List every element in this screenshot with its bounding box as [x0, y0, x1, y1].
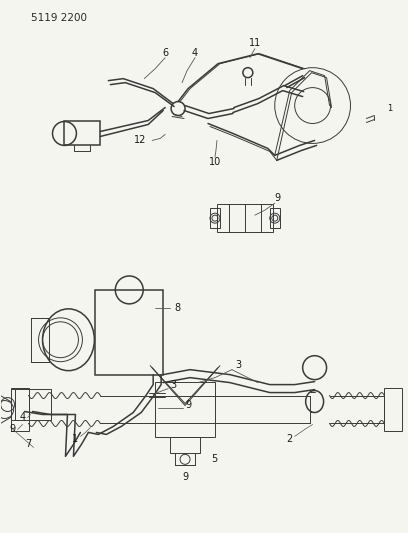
Text: 11: 11 — [249, 38, 261, 48]
Bar — [384, 387, 402, 431]
Text: 1: 1 — [72, 434, 78, 445]
Text: 9: 9 — [10, 424, 16, 434]
Text: 10: 10 — [209, 157, 221, 167]
Bar — [64, 122, 100, 146]
Text: 8: 8 — [174, 303, 180, 313]
Bar — [170, 438, 200, 454]
Text: 1: 1 — [387, 104, 392, 113]
Bar — [95, 290, 163, 375]
Text: 5: 5 — [211, 454, 217, 464]
Bar — [270, 208, 280, 228]
Text: 6: 6 — [162, 48, 168, 58]
Text: 12: 12 — [134, 135, 146, 146]
Text: 2: 2 — [286, 434, 293, 445]
Text: 3: 3 — [235, 360, 241, 370]
Bar — [217, 204, 273, 232]
Text: 4: 4 — [192, 48, 198, 58]
Text: 3: 3 — [170, 379, 176, 390]
Bar — [155, 382, 215, 438]
Text: 7: 7 — [25, 439, 32, 449]
Text: 9: 9 — [185, 400, 191, 409]
Bar — [11, 387, 29, 431]
Text: 9: 9 — [182, 472, 188, 482]
Bar — [31, 318, 49, 362]
Text: 4: 4 — [20, 413, 26, 423]
Bar — [15, 389, 51, 421]
Text: 5119 2200: 5119 2200 — [31, 13, 86, 23]
Bar — [210, 208, 220, 228]
Text: 9: 9 — [275, 193, 281, 203]
